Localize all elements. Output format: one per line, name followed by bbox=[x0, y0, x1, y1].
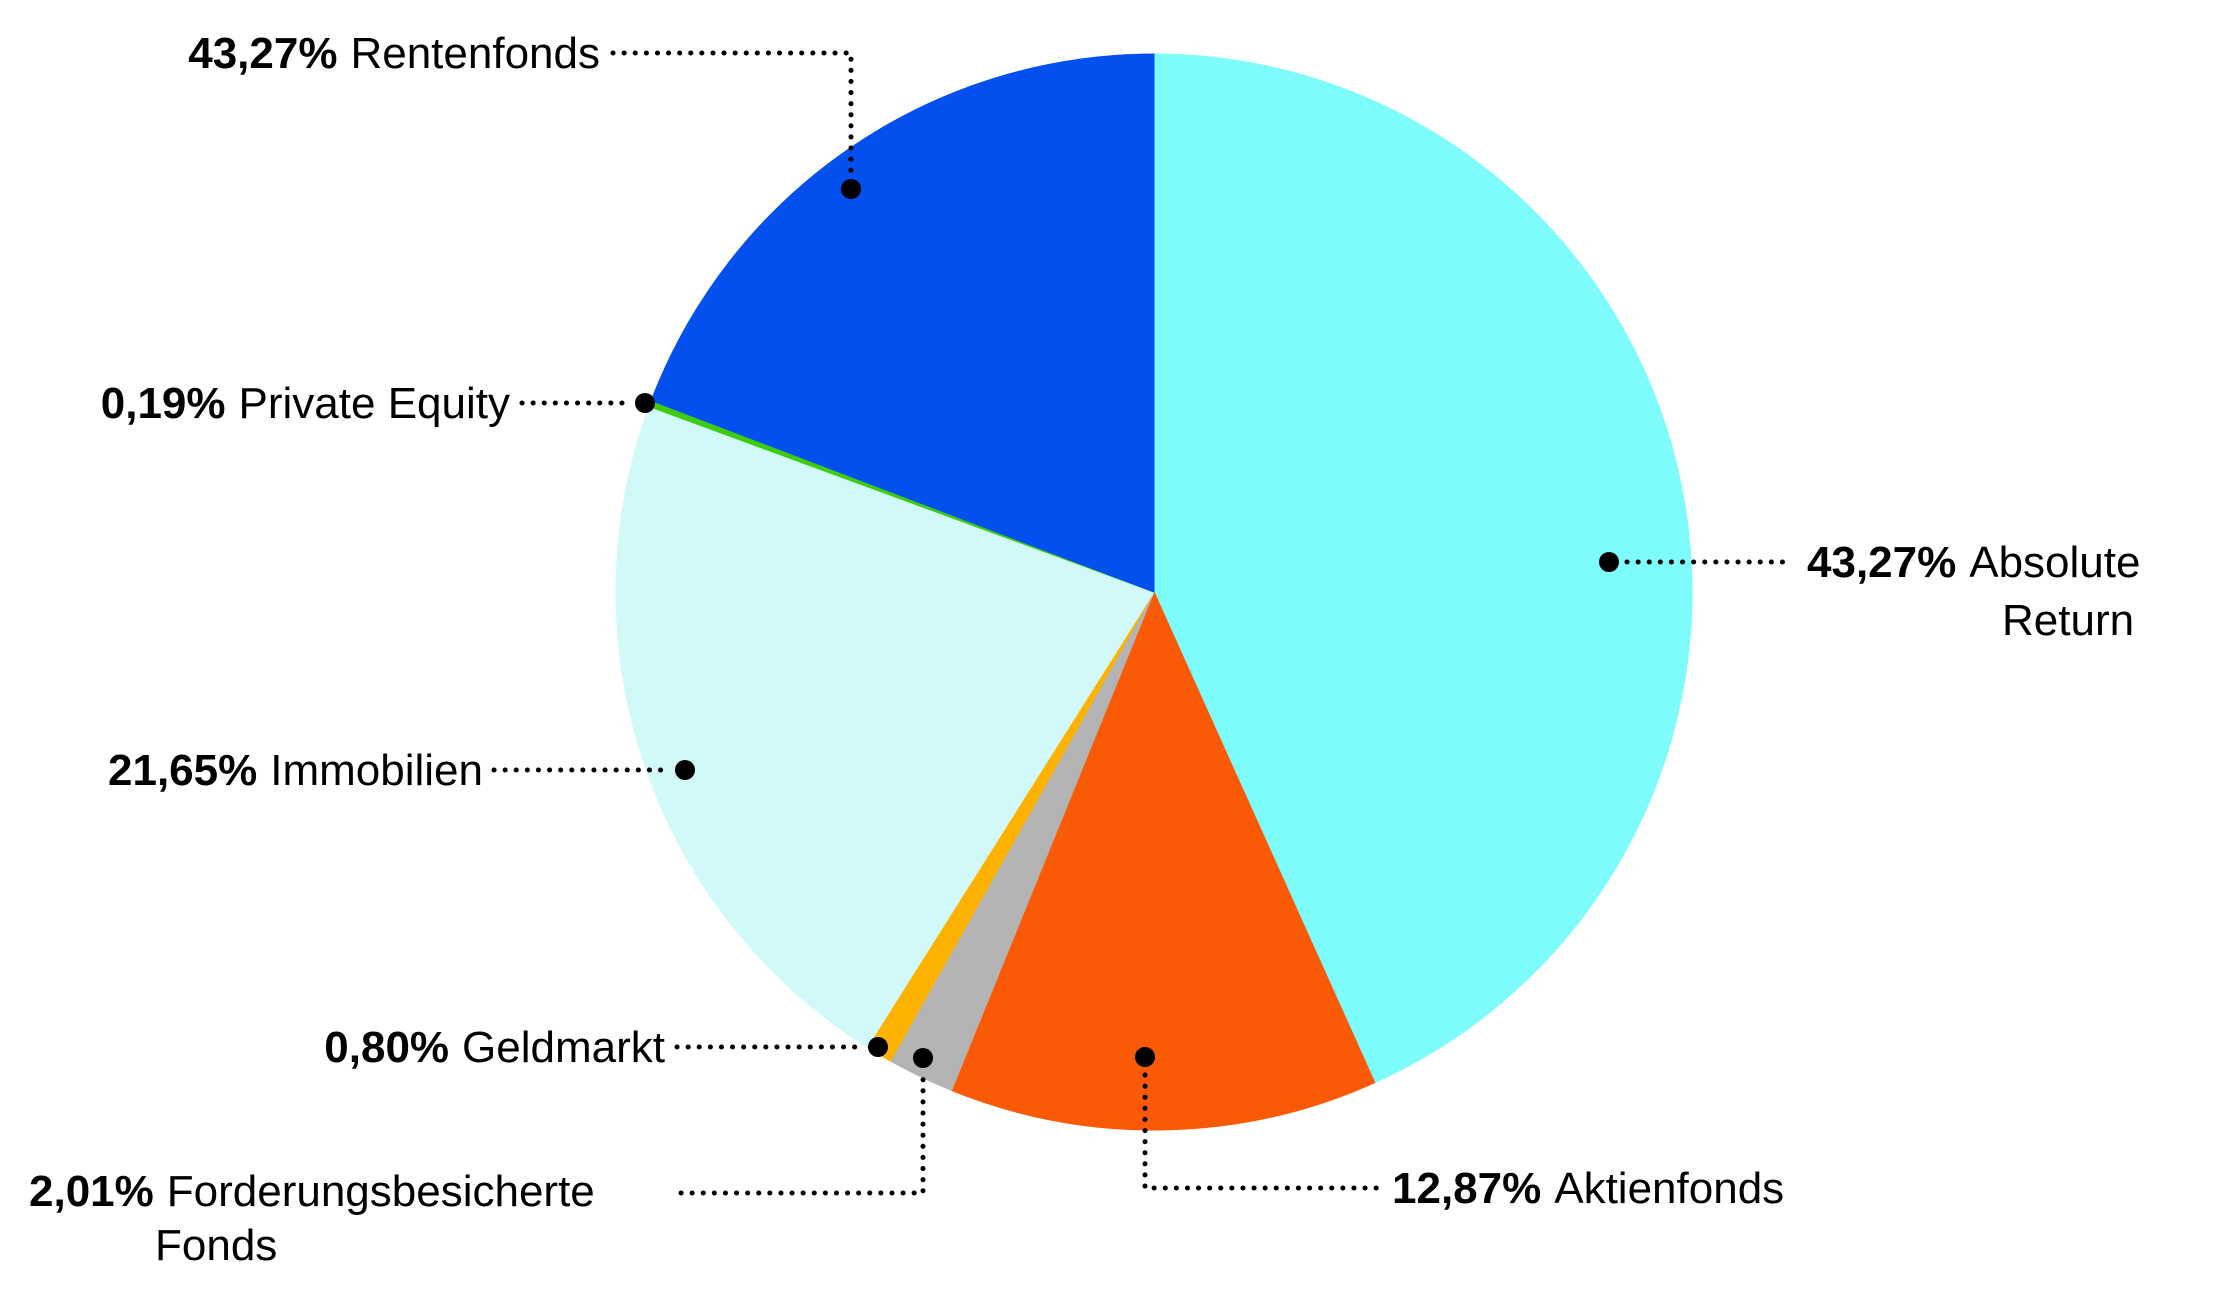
pie-slice-aktienfonds bbox=[951, 591, 1376, 1131]
rentenfonds-label: 43,27% Rentenfonds bbox=[188, 29, 600, 78]
absolute-return-name: Absolute bbox=[1969, 538, 2140, 587]
leader-lines bbox=[491, 50, 1796, 1196]
forderungsbesicherte-fonds-marker-dot bbox=[913, 1048, 933, 1068]
forderungsbesicherte-fonds-name-line2: Fonds bbox=[155, 1221, 277, 1270]
rentenfonds-name: Rentenfonds bbox=[350, 29, 600, 78]
immobilien-label: 21,65% Immobilien bbox=[108, 746, 483, 795]
absolute-return-label-line2: Return bbox=[2002, 596, 2134, 645]
aktienfonds-value: 12,87% bbox=[1392, 1164, 1541, 1213]
rentenfonds-leader-line bbox=[610, 50, 854, 174]
private-equity-value: 0,19% bbox=[101, 379, 226, 428]
absolute-return-name-line2: Return bbox=[2002, 596, 2134, 645]
rentenfonds-value: 43,27% bbox=[188, 29, 337, 78]
aktienfonds-leader-line bbox=[1142, 1072, 1382, 1191]
private-equity-marker-dot bbox=[635, 393, 655, 413]
pie-slice-immobilien bbox=[615, 406, 1155, 1048]
forderungsbesicherte-fonds-label-line2: Fonds bbox=[155, 1221, 277, 1270]
absolute-return-marker-dot bbox=[1599, 552, 1619, 572]
aktienfonds-marker-dot bbox=[1135, 1047, 1155, 1067]
rentenfonds-marker-dot bbox=[841, 179, 861, 199]
private-equity-name: Private Equity bbox=[239, 379, 510, 428]
forderungsbesicherte-fonds-value: 2,01% bbox=[29, 1167, 154, 1216]
absolute-return-value: 43,27% bbox=[1807, 538, 1956, 587]
geldmarkt-marker-dot bbox=[868, 1037, 888, 1057]
pie-slice-absolute-return bbox=[1153, 53, 1693, 1084]
private-equity-label: 0,19% Private Equity bbox=[101, 379, 510, 428]
forderungsbesicherte-fonds-label: 2,01% Forderungsbesicherte bbox=[29, 1167, 595, 1216]
absolute-return-label: 43,27% Absolute bbox=[1807, 538, 2140, 587]
geldmarkt-label: 0,80% Geldmarkt bbox=[324, 1023, 665, 1072]
immobilien-marker-dot bbox=[675, 760, 695, 780]
immobilien-value: 21,65% bbox=[108, 746, 257, 795]
forderungsbesicherte-fonds-leader-line bbox=[678, 1073, 926, 1196]
aktienfonds-name: Aktienfonds bbox=[1554, 1164, 1784, 1213]
immobilien-name: Immobilien bbox=[270, 746, 483, 795]
slice-labels: 43,27% Absolute Return 12,87% Aktienfonds 2,0… bbox=[29, 29, 2140, 1270]
geldmarkt-value: 0,80% bbox=[324, 1023, 449, 1072]
forderungsbesicherte-fonds-name: Forderungsbesicherte bbox=[167, 1167, 595, 1216]
geldmarkt-name: Geldmarkt bbox=[462, 1023, 665, 1072]
pie-slice-rentenfonds bbox=[650, 53, 1155, 593]
aktienfonds-label: 12,87% Aktienfonds bbox=[1392, 1164, 1784, 1213]
pie-slices bbox=[615, 53, 1693, 1131]
